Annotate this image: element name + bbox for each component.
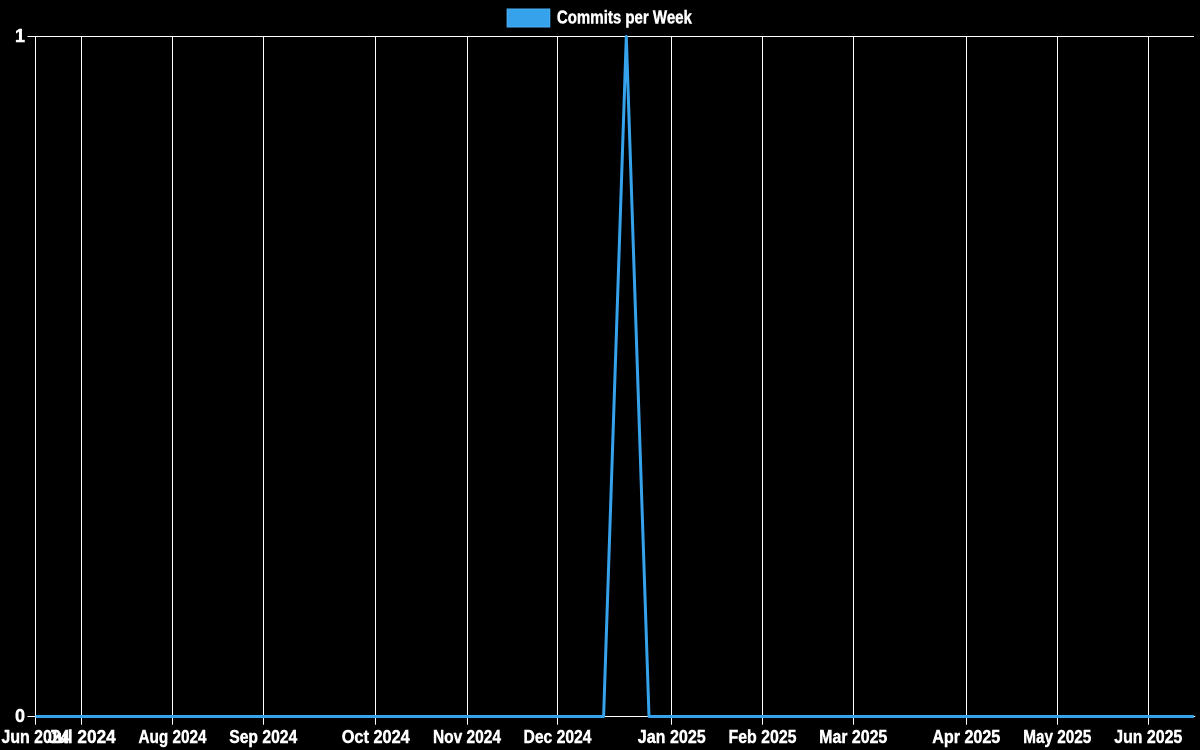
svg-text:Oct 2024: Oct 2024 [342,727,410,747]
svg-text:Feb 2025: Feb 2025 [729,727,797,747]
svg-text:May 2025: May 2025 [1023,727,1091,747]
svg-text:Nov 2024: Nov 2024 [433,727,501,747]
svg-text:Aug 2024: Aug 2024 [139,727,207,747]
svg-text:Jul 2024: Jul 2024 [48,727,116,747]
svg-text:Commits per Week: Commits per Week [557,8,693,28]
svg-text:Jun 2024: Jun 2024 [2,727,70,747]
svg-text:Jan 2025: Jan 2025 [638,727,706,747]
svg-text:Dec 2024: Dec 2024 [524,727,592,747]
svg-text:Mar 2025: Mar 2025 [819,727,887,747]
svg-text:Sep 2024: Sep 2024 [229,727,297,747]
svg-text:0: 0 [15,706,25,726]
svg-text:Apr 2025: Apr 2025 [932,727,1000,747]
svg-text:1: 1 [15,26,25,46]
svg-text:Jun 2025: Jun 2025 [1114,727,1182,747]
